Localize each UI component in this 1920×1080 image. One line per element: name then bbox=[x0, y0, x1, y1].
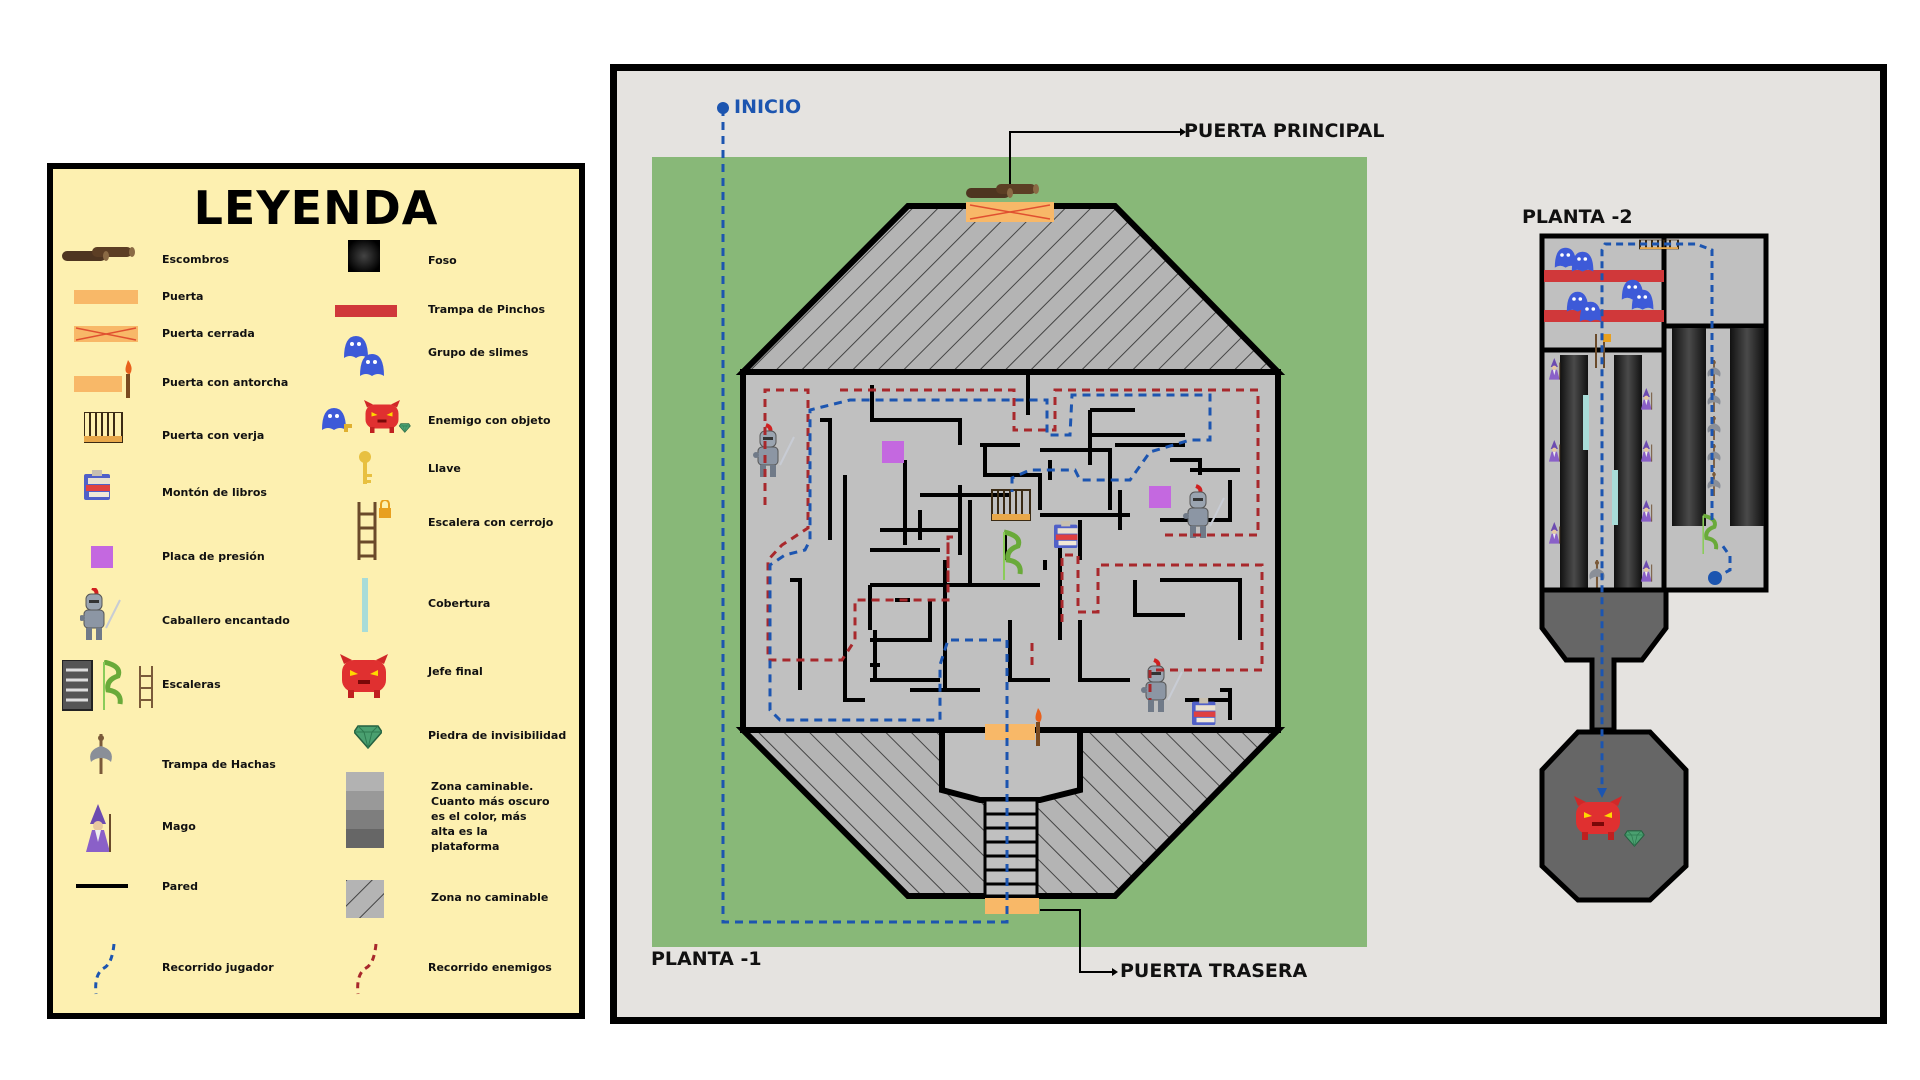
legend-label: Escalera con cerrojo bbox=[428, 516, 554, 529]
legend-label: Jefe final bbox=[428, 665, 483, 678]
back-door-label: PUERTA TRASERA bbox=[1120, 960, 1308, 982]
key-icon bbox=[359, 451, 372, 484]
legend-label: Grupo de slimes bbox=[428, 346, 529, 359]
legend-label: Puerta cerrada bbox=[162, 327, 255, 340]
torch-door-icon bbox=[74, 360, 132, 398]
stairs-icon bbox=[62, 660, 153, 712]
maze-walls bbox=[790, 372, 1242, 720]
legend-label: Recorrido jugador bbox=[162, 961, 274, 974]
floor-minus2 bbox=[1539, 233, 1769, 903]
cover bbox=[1612, 470, 1618, 525]
floor-minus1-label: PLANTA -1 bbox=[651, 948, 762, 970]
start-marker bbox=[717, 102, 729, 114]
legend-label: Pared bbox=[162, 880, 198, 893]
enemy-paths bbox=[763, 388, 1264, 700]
locked-ladder-icon bbox=[357, 500, 391, 560]
legend-label: Cobertura bbox=[428, 597, 491, 610]
legend-label: Trampa de Hachas bbox=[162, 758, 276, 771]
arrow-back-door bbox=[1040, 909, 1112, 973]
spike-trap-icon bbox=[335, 305, 397, 317]
main-door-label: PUERTA PRINCIPAL bbox=[1184, 120, 1385, 142]
pressure-plate-icon bbox=[91, 546, 113, 568]
spike-trap bbox=[1544, 270, 1664, 282]
books bbox=[1192, 698, 1216, 725]
stair-room bbox=[939, 727, 1083, 803]
legend-label: Escombros bbox=[162, 253, 230, 266]
cover-icon bbox=[362, 578, 368, 632]
legend-label: Puerta con antorcha bbox=[162, 376, 289, 389]
player-path bbox=[721, 108, 1212, 924]
legend-panel: LEYENDA bbox=[47, 163, 585, 1019]
enemy-path-icon bbox=[356, 943, 378, 995]
legend-label: Llave bbox=[428, 462, 461, 475]
walkable-zone-icon bbox=[346, 772, 384, 848]
torch-door bbox=[985, 724, 1035, 740]
books bbox=[1054, 521, 1078, 548]
stairs bbox=[983, 798, 1039, 898]
start-label: INICIO bbox=[734, 96, 802, 118]
legend-label: Foso bbox=[428, 254, 457, 267]
cover bbox=[1583, 395, 1589, 450]
non-walkable-zone-icon bbox=[346, 880, 384, 918]
legend-label: Montón de libros bbox=[162, 486, 267, 499]
legend-label: Recorrido enemigos bbox=[428, 961, 552, 974]
player-path-icon bbox=[94, 943, 116, 995]
closed-door-icon bbox=[74, 326, 138, 342]
door-icon bbox=[74, 290, 138, 304]
wall-icon bbox=[76, 884, 128, 888]
legend-label: Caballero encantado bbox=[162, 614, 290, 627]
spike-trap bbox=[1544, 310, 1664, 322]
legend-label: Mago bbox=[162, 820, 196, 833]
legend-label: Piedra de invisibilidad bbox=[428, 729, 567, 742]
pressure-plate bbox=[882, 441, 904, 463]
legend-label: Zona no caminable bbox=[431, 891, 549, 904]
legend-label: Zona caminable. Cuanto más oscuro es el … bbox=[431, 780, 550, 853]
legend-label: Puerta bbox=[162, 290, 204, 303]
pit-icon bbox=[348, 240, 380, 272]
legend-label: Puerta con verja bbox=[162, 429, 265, 442]
legend-label: Escaleras bbox=[162, 678, 221, 691]
pressure-plate bbox=[1149, 486, 1171, 508]
legend-label: Placa de presión bbox=[162, 550, 265, 563]
arrow-main-door bbox=[1009, 131, 1180, 184]
legend-label: Enemigo con objeto bbox=[428, 414, 551, 427]
floor-minus2-label: PLANTA -2 bbox=[1522, 206, 1633, 228]
legend-title: LEYENDA bbox=[193, 181, 439, 235]
legend-label: Trampa de Pinchos bbox=[428, 303, 546, 316]
back-door bbox=[985, 898, 1039, 914]
enemy-with-item-icon bbox=[322, 400, 411, 433]
